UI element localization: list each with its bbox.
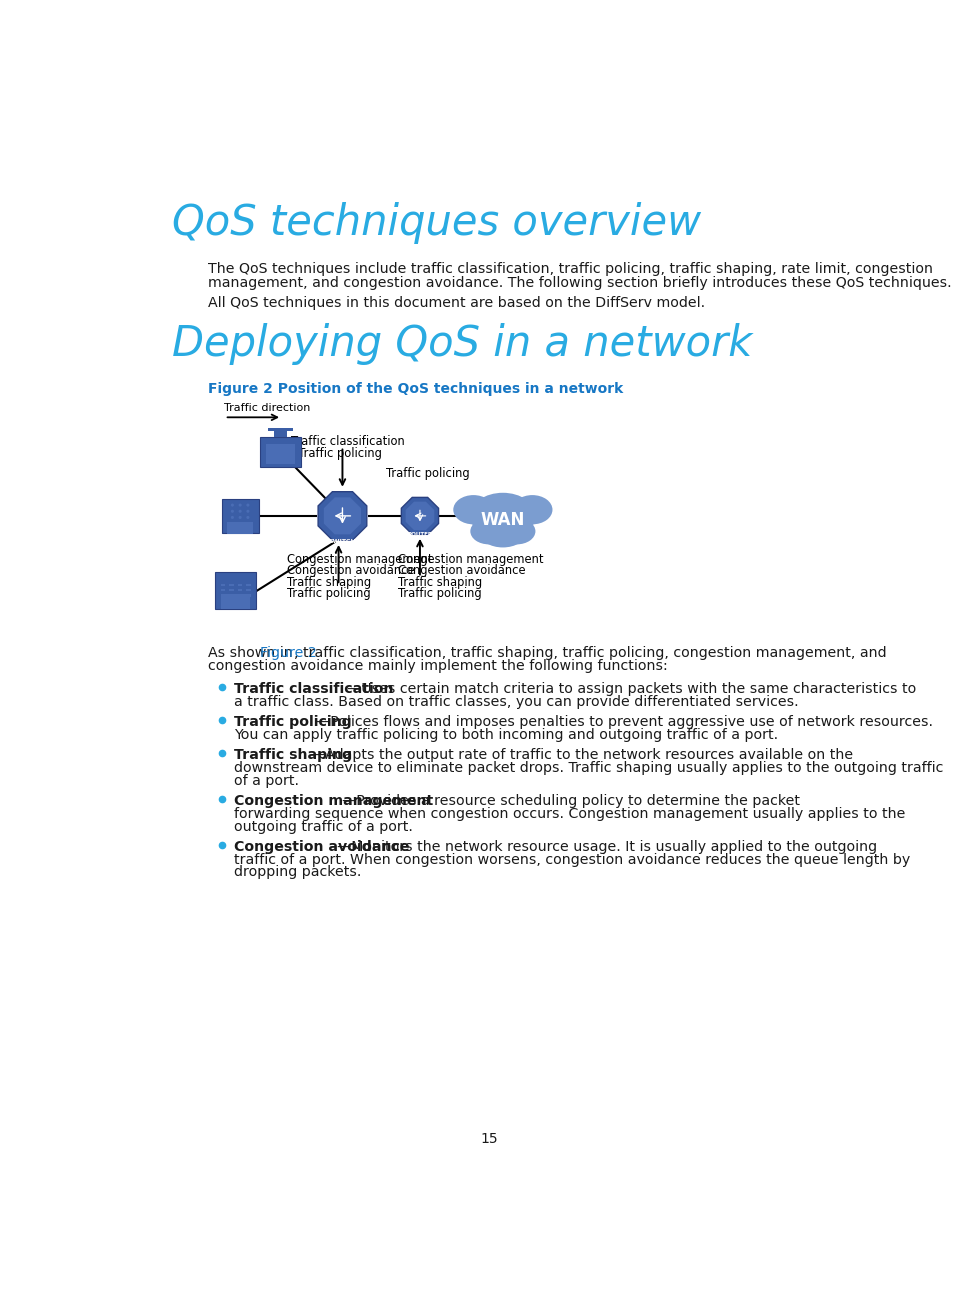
Text: Traffic policing: Traffic policing — [291, 447, 382, 460]
Text: management, and congestion avoidance. The following section briefly introduces t: management, and congestion avoidance. Th… — [208, 276, 951, 289]
Text: As shown in: As shown in — [208, 645, 297, 660]
Text: —Uses certain match criteria to assign packets with the same characteristics to: —Uses certain match criteria to assign p… — [347, 682, 916, 696]
Bar — [246, 595, 251, 596]
Text: Traffic shaping: Traffic shaping — [233, 748, 352, 762]
Text: Traffic policing: Traffic policing — [385, 467, 469, 480]
Polygon shape — [274, 432, 286, 437]
Polygon shape — [260, 437, 300, 467]
Text: Traffic policing: Traffic policing — [286, 587, 370, 600]
Circle shape — [238, 516, 241, 518]
Text: —Polices flows and imposes penalties to prevent aggressive use of network resour: —Polices flows and imposes penalties to … — [316, 715, 932, 730]
Circle shape — [246, 516, 249, 518]
Text: a traffic class. Based on traffic classes, you can provide differentiated servic: a traffic class. Based on traffic classe… — [233, 695, 798, 709]
Polygon shape — [405, 502, 434, 530]
Ellipse shape — [470, 492, 536, 539]
Circle shape — [246, 504, 249, 507]
Bar — [237, 588, 242, 591]
Ellipse shape — [453, 495, 493, 525]
Text: —Provides a resource scheduling policy to determine the packet: —Provides a resource scheduling policy t… — [342, 794, 800, 809]
Text: traffic of a port. When congestion worsens, congestion avoidance reduces the que: traffic of a port. When congestion worse… — [233, 853, 909, 867]
Text: Congestion avoidance: Congestion avoidance — [286, 564, 414, 578]
Circle shape — [238, 504, 241, 507]
Bar — [220, 588, 225, 591]
Polygon shape — [317, 491, 366, 540]
Ellipse shape — [512, 495, 552, 525]
Circle shape — [231, 516, 233, 518]
Bar — [237, 595, 242, 596]
Ellipse shape — [470, 518, 507, 544]
Text: Traffic shaping: Traffic shaping — [397, 575, 482, 588]
Text: —Adapts the output rate of traffic to the network resources available on the: —Adapts the output rate of traffic to th… — [311, 748, 853, 762]
Bar — [229, 595, 233, 596]
Ellipse shape — [497, 518, 535, 544]
Bar — [220, 583, 225, 586]
Circle shape — [231, 504, 233, 507]
Text: The QoS techniques include traffic classification, traffic policing, traffic sha: The QoS techniques include traffic class… — [208, 262, 932, 276]
Text: QoS techniques overview: QoS techniques overview — [172, 202, 700, 244]
Bar — [237, 583, 242, 586]
Bar — [229, 583, 233, 586]
Polygon shape — [220, 594, 250, 609]
Polygon shape — [214, 572, 256, 609]
Text: congestion avoidance mainly implement the following functions:: congestion avoidance mainly implement th… — [208, 660, 667, 673]
Text: Traffic policing: Traffic policing — [233, 715, 352, 730]
Ellipse shape — [479, 518, 525, 547]
Bar — [220, 595, 225, 596]
Text: Congestion management: Congestion management — [286, 553, 432, 566]
Text: , traffic classification, traffic shaping, traffic policing, congestion manageme: , traffic classification, traffic shapin… — [294, 645, 886, 660]
Text: Congestion avoidance: Congestion avoidance — [233, 840, 409, 854]
Bar — [246, 583, 251, 586]
Text: dropping packets.: dropping packets. — [233, 866, 361, 880]
Polygon shape — [268, 428, 293, 432]
Text: Traffic shaping: Traffic shaping — [286, 575, 371, 588]
Text: WAN: WAN — [480, 511, 524, 529]
Bar — [246, 588, 251, 591]
Polygon shape — [227, 522, 253, 534]
Text: All QoS techniques in this document are based on the DiffServ model.: All QoS techniques in this document are … — [208, 297, 705, 311]
Polygon shape — [401, 498, 438, 534]
Text: downstream device to eliminate packet drops. Traffic shaping usually applies to : downstream device to eliminate packet dr… — [233, 761, 943, 775]
Text: Congestion management: Congestion management — [233, 794, 433, 809]
Circle shape — [238, 509, 241, 513]
Circle shape — [246, 509, 249, 513]
Text: Traffic classification: Traffic classification — [291, 435, 405, 448]
Text: —Monitors the network resource usage. It is usually applied to the outgoing: —Monitors the network resource usage. It… — [336, 840, 876, 854]
Text: ROUTER: ROUTER — [407, 533, 432, 538]
Text: 15: 15 — [479, 1131, 497, 1146]
Text: of a port.: of a port. — [233, 774, 298, 788]
Text: Figure 2: Figure 2 — [260, 645, 316, 660]
Text: Traffic direction: Traffic direction — [224, 403, 310, 413]
Polygon shape — [323, 498, 360, 534]
Text: Deploying QoS in a network: Deploying QoS in a network — [172, 324, 752, 365]
Text: Traffic policing: Traffic policing — [397, 587, 481, 600]
Text: SWITCH: SWITCH — [328, 539, 356, 543]
Circle shape — [231, 509, 233, 513]
Bar — [229, 588, 233, 591]
Polygon shape — [266, 445, 294, 464]
Text: Traffic classification: Traffic classification — [233, 682, 393, 696]
Text: Congestion management: Congestion management — [397, 553, 543, 566]
Text: Figure 2 Position of the QoS techniques in a network: Figure 2 Position of the QoS techniques … — [208, 382, 623, 395]
Text: Congestion avoidance: Congestion avoidance — [397, 564, 525, 578]
Text: forwarding sequence when congestion occurs. Congestion management usually applie: forwarding sequence when congestion occu… — [233, 807, 904, 820]
Text: You can apply traffic policing to both incoming and outgoing traffic of a port.: You can apply traffic policing to both i… — [233, 728, 778, 743]
Text: outgoing traffic of a port.: outgoing traffic of a port. — [233, 819, 413, 833]
Polygon shape — [221, 499, 258, 533]
